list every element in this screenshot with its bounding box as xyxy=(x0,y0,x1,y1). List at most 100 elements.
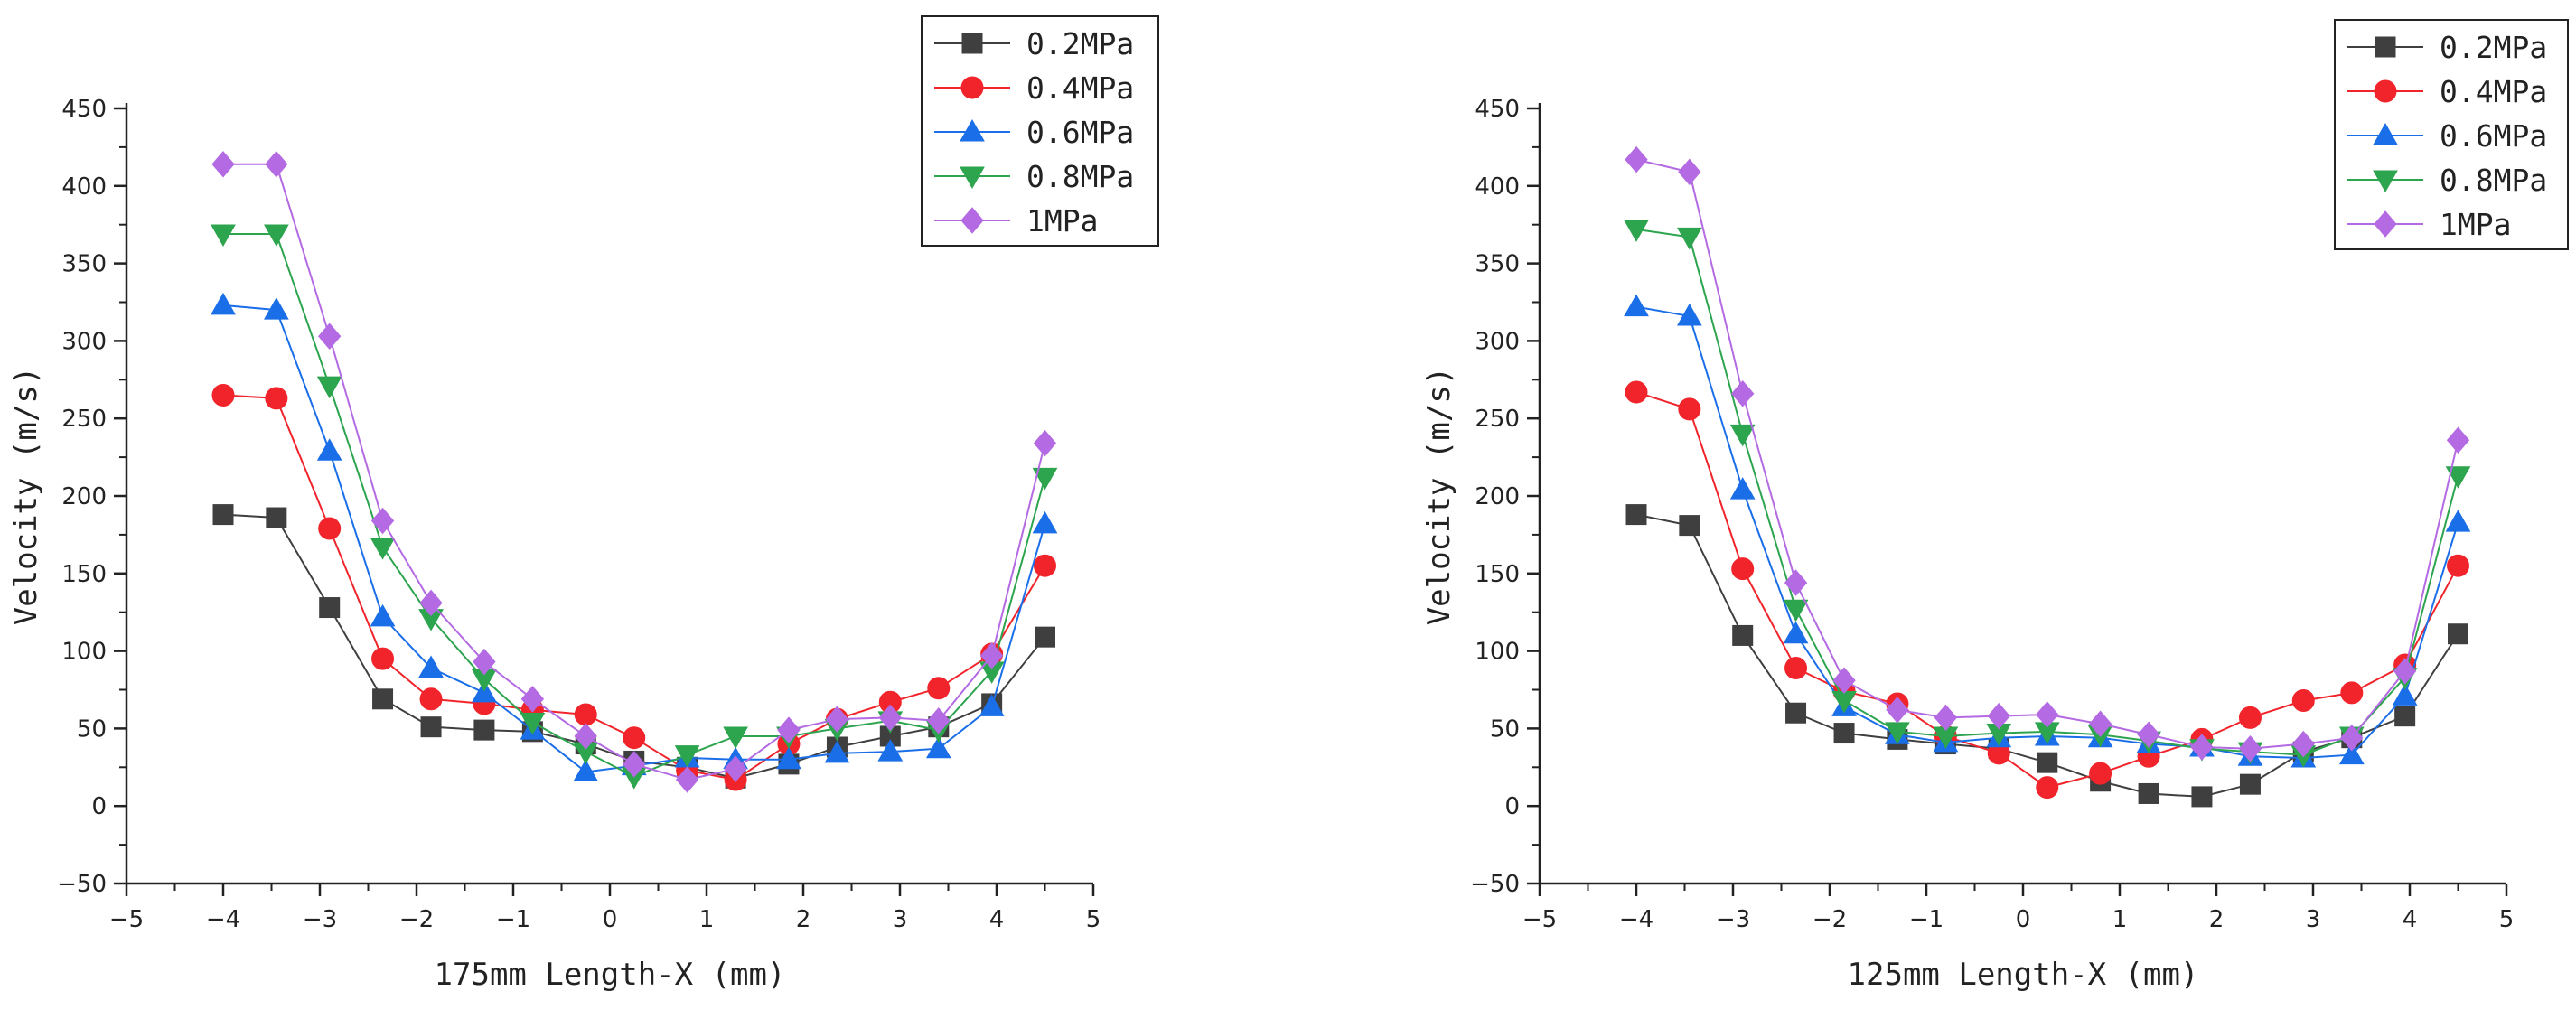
data-point xyxy=(520,686,545,713)
data-point xyxy=(1678,397,1701,421)
legend: 0.2MPa 0.4MPa 0.6MPa 0.8MPa 1MPa xyxy=(921,15,1159,247)
data-point xyxy=(1784,569,1808,596)
x-tick-label: −3 xyxy=(303,906,337,933)
data-point xyxy=(2340,724,2364,752)
data-point xyxy=(1833,723,1855,744)
legend-item: 0.6MPa xyxy=(2347,118,2547,154)
data-point xyxy=(574,723,597,750)
legend-marker xyxy=(2373,122,2398,145)
data-point xyxy=(927,677,951,700)
data-point xyxy=(1783,599,1809,622)
x-tick-label: 1 xyxy=(699,906,715,933)
data-point xyxy=(2393,658,2417,685)
data-point xyxy=(1784,656,1808,679)
data-point xyxy=(573,759,599,781)
data-point xyxy=(1676,303,1702,326)
y-tick-label: 100 xyxy=(1475,639,1520,666)
data-point xyxy=(1625,380,1648,404)
data-point xyxy=(979,641,1004,669)
data-point xyxy=(2340,681,2364,705)
data-point xyxy=(1934,704,1958,732)
data-point xyxy=(473,719,495,741)
data-point xyxy=(371,647,395,670)
data-point xyxy=(2445,466,2471,489)
y-axis-title: Velocity (m/s) xyxy=(8,367,44,626)
legend-label: 1MPa xyxy=(1026,203,1098,238)
data-point xyxy=(318,517,342,540)
data-point xyxy=(1783,621,1809,644)
data-point xyxy=(1987,702,2010,730)
data-point xyxy=(2036,701,2059,728)
data-point xyxy=(2238,706,2262,729)
legend-marker xyxy=(961,33,983,54)
data-point xyxy=(319,597,341,619)
data-point xyxy=(211,383,235,407)
data-point xyxy=(263,297,289,320)
legend-marker xyxy=(960,118,985,142)
x-tick-label: 1 xyxy=(2112,906,2128,933)
data-point xyxy=(825,706,849,733)
data-point xyxy=(1625,504,1647,526)
y-tick-label: −50 xyxy=(1470,871,1520,898)
x-tick-label: 5 xyxy=(2499,906,2515,933)
data-point xyxy=(824,740,850,763)
axes: −5 −4 −3 −2 −1 0 1 2 3 4 5 −50 0 50 100 150 200 250 300 350… xyxy=(8,96,1101,993)
data-point xyxy=(623,726,646,750)
x-tick-label: −5 xyxy=(109,906,144,933)
data-point xyxy=(1729,424,1756,447)
y-tick-label: 50 xyxy=(77,715,107,743)
legend-label: 0.2MPa xyxy=(1026,26,1134,61)
data-point xyxy=(370,507,395,535)
y-tick-label: 400 xyxy=(61,173,107,201)
data-point xyxy=(419,687,443,711)
legend-label: 0.8MPa xyxy=(2440,163,2547,198)
x-tick-label: −1 xyxy=(1909,906,1944,933)
data-point xyxy=(776,746,801,770)
x-axis-title: 125mm Length-X (mm) xyxy=(1848,957,2199,993)
legend-item: 0.6MPa xyxy=(934,115,1134,150)
data-point xyxy=(1679,515,1700,537)
data-point xyxy=(2138,782,2159,804)
y-tick-label: 150 xyxy=(1475,561,1520,588)
data-point xyxy=(2446,426,2470,454)
data-point xyxy=(211,224,236,248)
y-tick-label: 100 xyxy=(61,639,107,666)
data-point xyxy=(1624,220,1649,242)
x-tick-label: 3 xyxy=(893,906,908,933)
data-point xyxy=(420,716,442,738)
legend-label: 0.4MPa xyxy=(1026,70,1134,106)
series-1MPa xyxy=(1625,145,2470,762)
data-point xyxy=(1032,510,1058,534)
legend-label: 0.4MPa xyxy=(2440,74,2547,109)
y-tick-label: 400 xyxy=(1475,173,1520,201)
y-tick-label: 300 xyxy=(61,328,107,355)
data-point xyxy=(370,603,396,627)
data-point xyxy=(2089,762,2112,785)
data-point xyxy=(2088,710,2112,738)
data-point xyxy=(2447,554,2469,577)
x-tick-label: −4 xyxy=(1619,906,1653,933)
y-tick-label: 450 xyxy=(61,96,107,123)
data-point xyxy=(2338,742,2365,765)
x-tick-label: 2 xyxy=(2209,906,2225,933)
legend-item: 1MPa xyxy=(2347,207,2511,242)
legend-item: 0.4MPa xyxy=(2347,74,2547,109)
data-point xyxy=(2036,776,2059,800)
data-point xyxy=(2291,730,2315,758)
data-point xyxy=(2394,706,2416,727)
legend-marker xyxy=(2375,36,2396,58)
data-point xyxy=(1032,467,1058,491)
data-point xyxy=(2037,752,2058,773)
data-point xyxy=(1625,145,1648,173)
y-tick-label: 350 xyxy=(61,251,107,278)
data-point xyxy=(1731,379,1755,407)
x-tick-label: 5 xyxy=(1086,906,1101,933)
data-point xyxy=(1729,477,1756,500)
x-tick-label: −2 xyxy=(1813,906,1847,933)
y-tick-label: 50 xyxy=(1490,715,1520,743)
chart-175mm: −5 −4 −3 −2 −1 0 1 2 3 4 5 −50 0 50 100 150 200 250 300 350… xyxy=(8,15,1159,993)
data-point xyxy=(265,151,288,178)
data-point xyxy=(674,745,700,768)
data-point xyxy=(1033,429,1057,457)
data-point xyxy=(212,504,234,526)
